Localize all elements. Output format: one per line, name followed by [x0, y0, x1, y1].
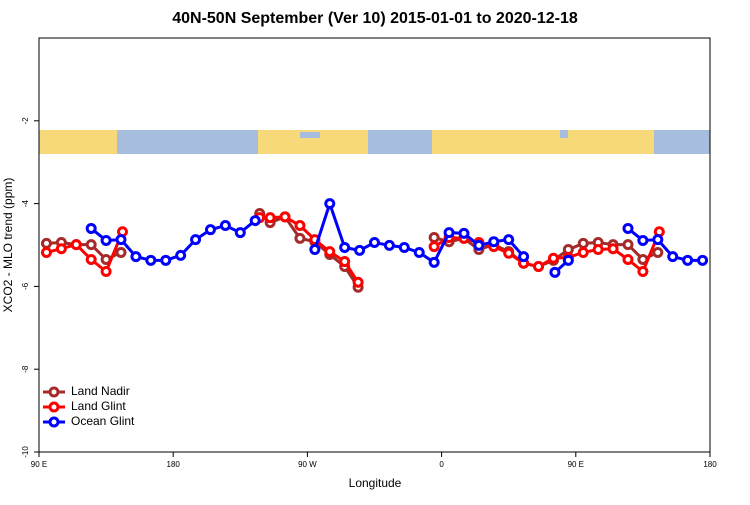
point — [682, 254, 694, 266]
y-tick-label: -2 — [21, 117, 30, 125]
point — [115, 234, 127, 246]
point — [354, 244, 366, 256]
point — [637, 265, 649, 277]
point — [352, 276, 364, 288]
point — [549, 266, 561, 278]
point — [458, 227, 470, 239]
point — [622, 253, 634, 265]
point — [592, 244, 604, 256]
point — [369, 237, 380, 249]
point — [652, 246, 664, 258]
legend-label: Ocean Glint — [71, 414, 135, 428]
point — [70, 239, 82, 251]
point — [85, 239, 97, 251]
chart-title: 40N-50N September (Ver 10) 2015-01-01 to… — [172, 10, 578, 27]
point — [428, 232, 440, 244]
point — [443, 227, 455, 239]
point — [100, 234, 112, 246]
x-tick-label: 90 W — [298, 460, 317, 469]
point — [488, 236, 500, 248]
point — [294, 232, 306, 244]
point — [503, 234, 515, 246]
point — [55, 243, 67, 255]
legend-label: Land Nadir — [71, 384, 130, 398]
point — [622, 239, 634, 251]
point — [428, 256, 440, 268]
series-line — [90, 198, 703, 274]
legend-label: Land Glint — [71, 399, 126, 413]
legend-marker — [48, 416, 60, 428]
y-axis-label: XCO2 - MLO trend (ppm) — [1, 178, 15, 313]
point — [40, 246, 52, 258]
point — [577, 237, 589, 249]
point — [473, 239, 485, 251]
point — [637, 234, 649, 246]
point — [398, 241, 410, 253]
point — [115, 246, 127, 258]
point — [190, 234, 202, 246]
point — [309, 244, 321, 256]
point — [339, 241, 351, 253]
point — [279, 211, 291, 223]
point — [130, 251, 142, 263]
y-tick-label: -10 — [21, 446, 30, 458]
map-strip — [39, 130, 710, 154]
point — [204, 224, 216, 236]
y-tick-label: -4 — [21, 199, 30, 207]
point — [324, 198, 336, 210]
point — [294, 220, 306, 232]
legend-marker — [48, 386, 60, 398]
point — [249, 215, 261, 227]
point — [533, 261, 545, 273]
point — [324, 246, 336, 258]
point — [264, 212, 276, 224]
point — [577, 246, 589, 258]
point — [160, 254, 172, 266]
point — [547, 252, 559, 264]
point — [383, 239, 395, 251]
point — [40, 237, 52, 249]
point — [652, 234, 664, 246]
y-tick-label: -8 — [21, 365, 30, 373]
x-tick-label: 90 E — [568, 460, 584, 469]
point — [145, 254, 157, 266]
point — [175, 249, 187, 261]
point — [697, 254, 709, 266]
x-axis-label: Longitude — [349, 476, 402, 490]
point — [413, 246, 425, 258]
plot-frame — [38, 37, 711, 453]
x-tick-label: 180 — [703, 460, 717, 469]
x-tick-label: 0 — [439, 460, 444, 469]
point — [607, 243, 619, 255]
point — [219, 220, 231, 232]
point — [234, 227, 246, 239]
point — [518, 251, 530, 263]
point — [562, 254, 574, 266]
point — [428, 241, 440, 253]
legend-marker — [48, 401, 60, 413]
point — [339, 256, 351, 268]
point — [100, 265, 112, 277]
y-tick-label: -6 — [21, 282, 30, 290]
point — [85, 253, 97, 265]
point — [503, 247, 515, 259]
x-tick-label: 90 E — [31, 460, 47, 469]
point — [667, 251, 679, 263]
point — [622, 222, 634, 234]
x-tick-label: 180 — [167, 460, 181, 469]
point — [85, 222, 97, 234]
